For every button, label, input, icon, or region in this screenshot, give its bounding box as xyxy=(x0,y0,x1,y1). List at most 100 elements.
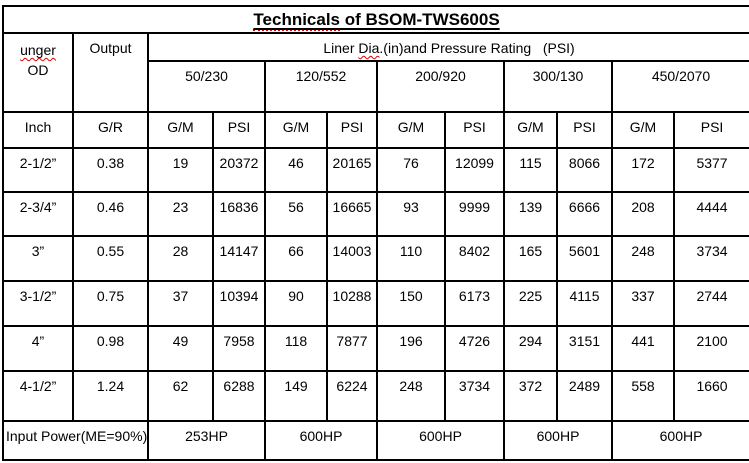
inch-cell: 4-1/2” xyxy=(2,370,74,422)
group-header: 120/552 xyxy=(264,60,378,113)
input-power-label: Input Power(ME=90%) xyxy=(2,420,149,461)
value-cell: 172 xyxy=(611,147,675,193)
corner-line2: OD xyxy=(27,62,49,79)
page-title: Technicals of BSOM-TWS600S xyxy=(1,5,749,34)
group-header: 300/130 xyxy=(503,60,613,113)
value-cell: 66 xyxy=(264,235,328,282)
value-cell: 6288 xyxy=(212,370,266,422)
col-header-gm: G/M xyxy=(611,111,675,149)
value-cell: 20372 xyxy=(212,147,266,193)
inch-cell: 4” xyxy=(2,325,74,372)
col-header-psi: PSI xyxy=(444,111,505,149)
value-cell: 16836 xyxy=(212,191,266,237)
value-cell: 337 xyxy=(611,280,675,327)
table-row: 4-1/2” 1.24 62 6288 149 6224 248 3734 37… xyxy=(2,370,749,422)
value-cell: 28 xyxy=(147,235,214,282)
value-cell: 294 xyxy=(503,325,558,372)
input-power-value: 600HP xyxy=(376,420,505,461)
table-row: 4” 0.98 49 7958 118 7877 196 4726 294 31… xyxy=(2,325,749,372)
value-cell: 93 xyxy=(376,191,446,237)
col-header-gm: G/M xyxy=(147,111,214,149)
value-cell: 4726 xyxy=(444,325,505,372)
col-header-psi: PSI xyxy=(326,111,378,149)
pressure-group-row: 50/230 120/552 200/920 300/130 450/2070 xyxy=(3,60,749,113)
value-cell: 37 xyxy=(147,280,214,327)
value-cell: 208 xyxy=(611,191,675,237)
title-rest: of BSOM-TWS600S xyxy=(340,10,500,29)
liner-header-cell: Liner Dia.(in)and Pressure Rating (PSI) xyxy=(146,32,749,62)
value-cell: 248 xyxy=(376,370,446,422)
value-cell: 46 xyxy=(264,147,328,193)
gr-cell: 0.46 xyxy=(72,191,149,237)
value-cell: 56 xyxy=(264,191,328,237)
gr-cell: 1.24 xyxy=(72,370,149,422)
value-cell: 248 xyxy=(611,235,675,282)
inch-cell: 3-1/2” xyxy=(2,280,74,327)
value-cell: 5377 xyxy=(672,147,749,193)
inch-cell: 3” xyxy=(2,235,74,282)
value-cell: 3734 xyxy=(672,235,749,282)
table-row: 3-1/2” 0.75 37 10394 90 10288 150 6173 2… xyxy=(2,280,749,327)
gr-cell: 0.38 xyxy=(72,147,149,193)
value-cell: 441 xyxy=(611,325,675,372)
gr-cell: 0.75 xyxy=(72,280,149,327)
value-cell: 110 xyxy=(376,235,446,282)
input-power-row: Input Power(ME=90%) 253HP 600HP 600HP 60… xyxy=(2,420,749,461)
value-cell: 2489 xyxy=(556,370,613,422)
value-cell: 150 xyxy=(376,280,446,327)
input-power-value: 253HP xyxy=(147,420,266,461)
value-cell: 2744 xyxy=(672,280,749,327)
group-header: 450/2070 xyxy=(610,60,749,113)
value-cell: 20165 xyxy=(326,147,378,193)
gr-cell: 0.98 xyxy=(72,325,149,372)
liner-part2: .(in)and Pressure Rating (PSI) xyxy=(379,40,575,56)
col-header-psi: PSI xyxy=(212,111,266,149)
col-header-gm: G/M xyxy=(503,111,558,149)
value-cell: 6224 xyxy=(326,370,378,422)
value-cell: 76 xyxy=(376,147,446,193)
value-cell: 4444 xyxy=(672,191,749,237)
output-header-cell: Output xyxy=(72,32,149,113)
value-cell: 118 xyxy=(264,325,328,372)
value-cell: 165 xyxy=(503,235,558,282)
value-cell: 558 xyxy=(611,370,675,422)
value-cell: 9999 xyxy=(444,191,505,237)
title-row: Technicals of BSOM-TWS600S xyxy=(1,5,749,34)
value-cell: 4115 xyxy=(556,280,613,327)
value-cell: 16665 xyxy=(326,191,378,237)
value-cell: 90 xyxy=(264,280,328,327)
value-cell: 7958 xyxy=(212,325,266,372)
technicals-table: Technicals of BSOM-TWS600S unger OD Outp… xyxy=(1,5,749,461)
value-cell: 149 xyxy=(264,370,328,422)
value-cell: 196 xyxy=(376,325,446,372)
value-cell: 62 xyxy=(147,370,214,422)
title-text: Technicals of BSOM-TWS600S xyxy=(253,10,500,31)
value-cell: 7877 xyxy=(326,325,378,372)
col-header-gm: G/M xyxy=(376,111,446,149)
value-cell: 12099 xyxy=(444,147,505,193)
value-cell: 6666 xyxy=(556,191,613,237)
value-cell: 3151 xyxy=(556,325,613,372)
value-cell: 49 xyxy=(147,325,214,372)
table-row: 2-1/2” 0.38 19 20372 46 20165 76 12099 1… xyxy=(2,147,749,193)
col-header-psi: PSI xyxy=(672,111,749,149)
inch-cell: 2-1/2” xyxy=(2,147,74,193)
value-cell: 3734 xyxy=(444,370,505,422)
inch-cell: 2-3/4” xyxy=(2,191,74,237)
corner-line1: unger xyxy=(20,42,56,58)
liner-part1: Liner xyxy=(323,40,359,56)
col-header-inch: Inch xyxy=(2,111,74,149)
value-cell: 225 xyxy=(503,280,558,327)
group-header: 50/230 xyxy=(147,60,266,113)
column-header-row: Inch G/R G/M PSI G/M PSI G/M PSI G/M PSI… xyxy=(2,111,749,149)
col-header-gr: G/R xyxy=(72,111,149,149)
liner-squiggle-word: Dia xyxy=(358,40,380,56)
value-cell: 10394 xyxy=(212,280,266,327)
input-power-value: 600HP xyxy=(610,420,749,461)
value-cell: 23 xyxy=(147,191,214,237)
value-cell: 19 xyxy=(147,147,214,193)
value-cell: 6173 xyxy=(444,280,505,327)
value-cell: 1660 xyxy=(672,370,749,422)
value-cell: 372 xyxy=(503,370,558,422)
